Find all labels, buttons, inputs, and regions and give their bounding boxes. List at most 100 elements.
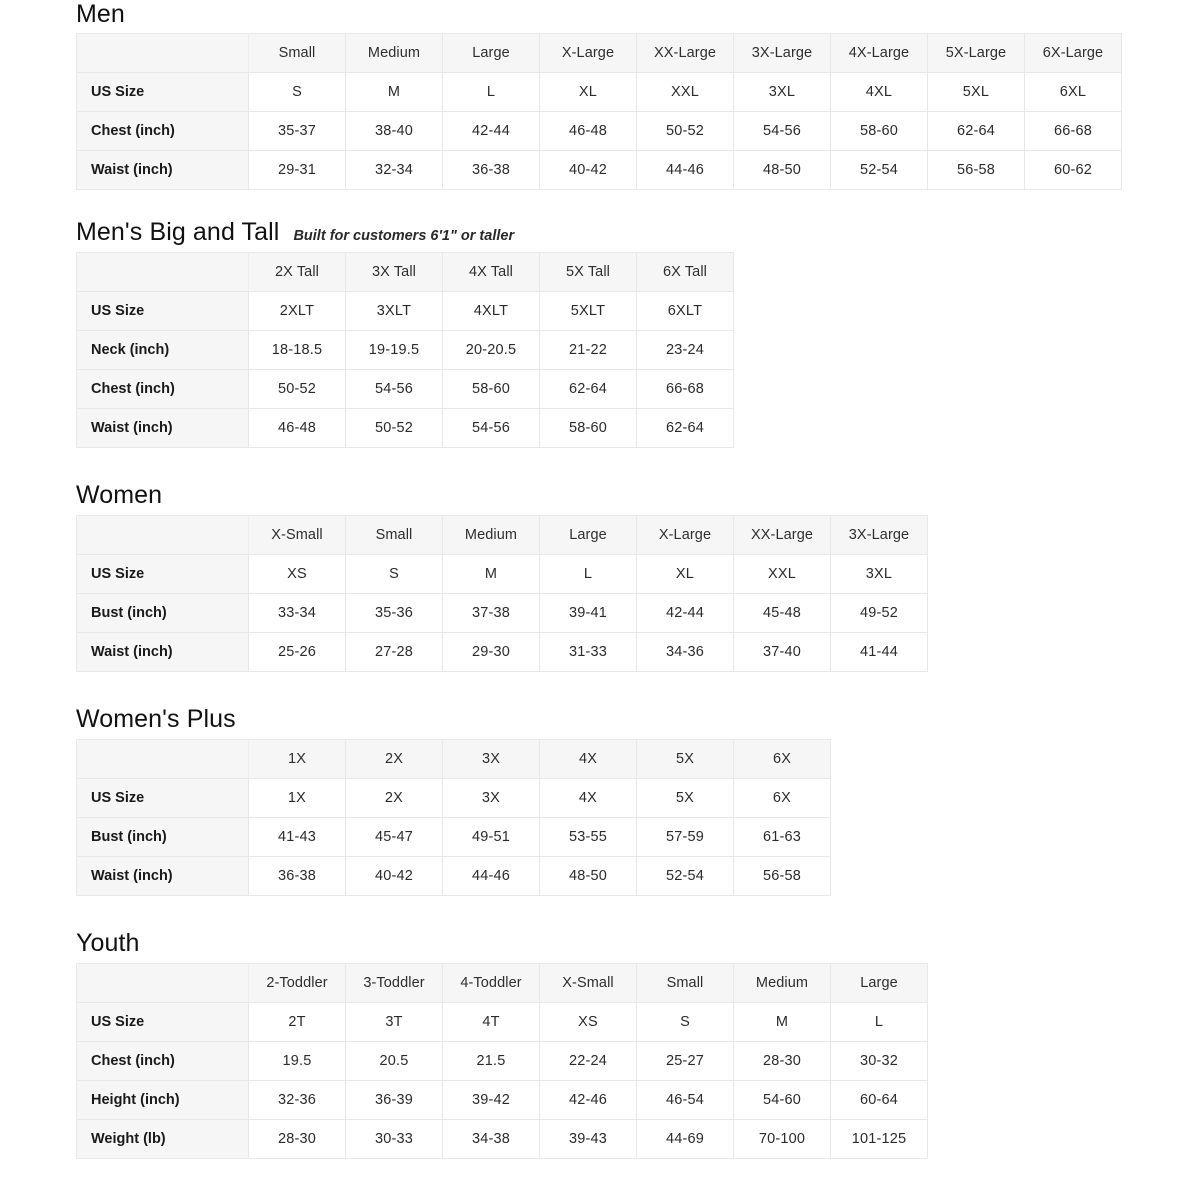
size-section-womenplus: Women's Plus 1X 2X 3X 4X 5X 6X US Size 1X 2X 3X 4X 5… xyxy=(76,672,1200,896)
table-cell: 60-62 xyxy=(1024,150,1122,190)
table-cell: 33-34 xyxy=(248,593,346,633)
column-header: 5X-Large xyxy=(927,33,1025,73)
table-header-row: 2-Toddler 3-Toddler 4-Toddler X-Small Small M… xyxy=(76,963,928,1003)
row-label: US Size xyxy=(76,778,249,818)
table-cell: 62-64 xyxy=(636,408,734,448)
column-header: 4X-Large xyxy=(830,33,928,73)
table-cell: 36-38 xyxy=(248,856,346,896)
table-cell: 46-54 xyxy=(636,1080,734,1120)
row-label: Chest (inch) xyxy=(76,369,249,409)
table-cell: 3XL xyxy=(830,554,928,594)
table-cell: 45-48 xyxy=(733,593,831,633)
table-cell: M xyxy=(345,72,443,112)
size-chart-sections: Men Small Medium Large X-Large XX-Large 3X-Lar… xyxy=(76,0,1200,1159)
column-header: 3X-Large xyxy=(733,33,831,73)
table-cell: 28-30 xyxy=(248,1119,346,1159)
table-cell: 58-60 xyxy=(539,408,637,448)
column-header: 5X xyxy=(636,739,734,779)
section-header-youth: Youth xyxy=(76,929,1200,963)
table-cell: 3XL xyxy=(733,72,831,112)
section-header-womenplus: Women's Plus xyxy=(76,705,1200,739)
column-header: Small xyxy=(345,515,443,555)
table-cell: 29-31 xyxy=(248,150,346,190)
column-header: 3-Toddler xyxy=(345,963,443,1003)
table-header-row: Small Medium Large X-Large XX-Large 3X-Large 4… xyxy=(76,33,1122,73)
row-label: Bust (inch) xyxy=(76,593,249,633)
table-cell: 57-59 xyxy=(636,817,734,857)
column-header: Medium xyxy=(442,515,540,555)
table-row: US Size XS S M L XL XXL 3XL xyxy=(76,554,928,594)
table-cell: XL xyxy=(539,72,637,112)
section-title-men: Men xyxy=(76,0,125,28)
table-row: Waist (inch) 46-48 50-52 54-56 58-60 62-64 xyxy=(76,408,734,448)
column-header: 2X Tall xyxy=(248,252,346,292)
table-cell: M xyxy=(733,1002,831,1042)
table-cell: 18-18.5 xyxy=(248,330,346,370)
table-cell: 42-44 xyxy=(636,593,734,633)
table-cell: 38-40 xyxy=(345,111,443,151)
table-cell: 61-63 xyxy=(733,817,831,857)
table-cell: S xyxy=(248,72,346,112)
table-row: Chest (inch) 35-37 38-40 42-44 46-48 50-52 54-… xyxy=(76,111,1122,151)
table-row: US Size 2XLT 3XLT 4XLT 5XLT 6XLT xyxy=(76,291,734,331)
size-table-youth: 2-Toddler 3-Toddler 4-Toddler X-Small Small M… xyxy=(76,963,928,1159)
column-header: 3X Tall xyxy=(345,252,443,292)
table-cell: 42-46 xyxy=(539,1080,637,1120)
table-row: Height (inch) 32-36 36-39 39-42 42-46 46-54 54… xyxy=(76,1080,928,1120)
table-cell: 46-48 xyxy=(248,408,346,448)
table-cell: 56-58 xyxy=(733,856,831,896)
table-row: Bust (inch) 41-43 45-47 49-51 53-55 57-59 61-6… xyxy=(76,817,831,857)
table-cell: 48-50 xyxy=(733,150,831,190)
column-header: 4X xyxy=(539,739,637,779)
table-cell: 23-24 xyxy=(636,330,734,370)
table-cell: 32-34 xyxy=(345,150,443,190)
table-cell: 3T xyxy=(345,1002,443,1042)
table-cell: 101-125 xyxy=(830,1119,928,1159)
table-cell: 19-19.5 xyxy=(345,330,443,370)
table-cell: 58-60 xyxy=(830,111,928,151)
table-row: Chest (inch) 19.5 20.5 21.5 22-24 25-27 28-30 3… xyxy=(76,1041,928,1081)
size-section-men: Men Small Medium Large X-Large XX-Large 3X-Lar… xyxy=(76,0,1200,190)
column-header: Medium xyxy=(733,963,831,1003)
table-cell: S xyxy=(636,1002,734,1042)
table-cell: 54-56 xyxy=(733,111,831,151)
table-cell: 6X xyxy=(733,778,831,818)
section-title-women: Women xyxy=(76,481,163,509)
table-cell: 2XLT xyxy=(248,291,346,331)
table-cell: 35-36 xyxy=(345,593,443,633)
column-header: 6X-Large xyxy=(1024,33,1122,73)
table-cell: 62-64 xyxy=(927,111,1025,151)
table-cell: 25-27 xyxy=(636,1041,734,1081)
table-cell: 42-44 xyxy=(442,111,540,151)
table-cell: 52-54 xyxy=(636,856,734,896)
table-row: Waist (inch) 29-31 32-34 36-38 40-42 44-46 48-… xyxy=(76,150,1122,190)
table-row: Waist (inch) 25-26 27-28 29-30 31-33 34-36 37-… xyxy=(76,632,928,672)
column-header: X-Small xyxy=(539,963,637,1003)
table-cell: 27-28 xyxy=(345,632,443,672)
table-cell: 39-43 xyxy=(539,1119,637,1159)
table-cell: 5XLT xyxy=(539,291,637,331)
table-cell: 28-30 xyxy=(733,1041,831,1081)
table-cell: 3X xyxy=(442,778,540,818)
size-table-women: X-Small Small Medium Large X-Large XX-Large 3X… xyxy=(76,515,928,672)
column-header: X-Large xyxy=(636,515,734,555)
table-cell: 2T xyxy=(248,1002,346,1042)
size-table-bigtall: 2X Tall 3X Tall 4X Tall 5X Tall 6X Tall US Si… xyxy=(76,252,734,448)
column-header: X-Small xyxy=(248,515,346,555)
table-cell: 54-56 xyxy=(442,408,540,448)
table-cell: 21.5 xyxy=(442,1041,540,1081)
table-cell: 44-69 xyxy=(636,1119,734,1159)
table-row: US Size 2T 3T 4T XS S M L xyxy=(76,1002,928,1042)
table-cell: 54-60 xyxy=(733,1080,831,1120)
table-cell: 52-54 xyxy=(830,150,928,190)
table-cell: XL xyxy=(636,554,734,594)
table-row: US Size 1X 2X 3X 4X 5X 6X xyxy=(76,778,831,818)
table-cell: 32-36 xyxy=(248,1080,346,1120)
table-cell: 56-58 xyxy=(927,150,1025,190)
table-cell: 54-56 xyxy=(345,369,443,409)
row-label: Waist (inch) xyxy=(76,856,249,896)
table-corner-cell xyxy=(76,33,249,73)
table-row: US Size S M L XL XXL 3XL 4XL 5XL 6XL xyxy=(76,72,1122,112)
column-header: Small xyxy=(636,963,734,1003)
table-cell: 6XLT xyxy=(636,291,734,331)
